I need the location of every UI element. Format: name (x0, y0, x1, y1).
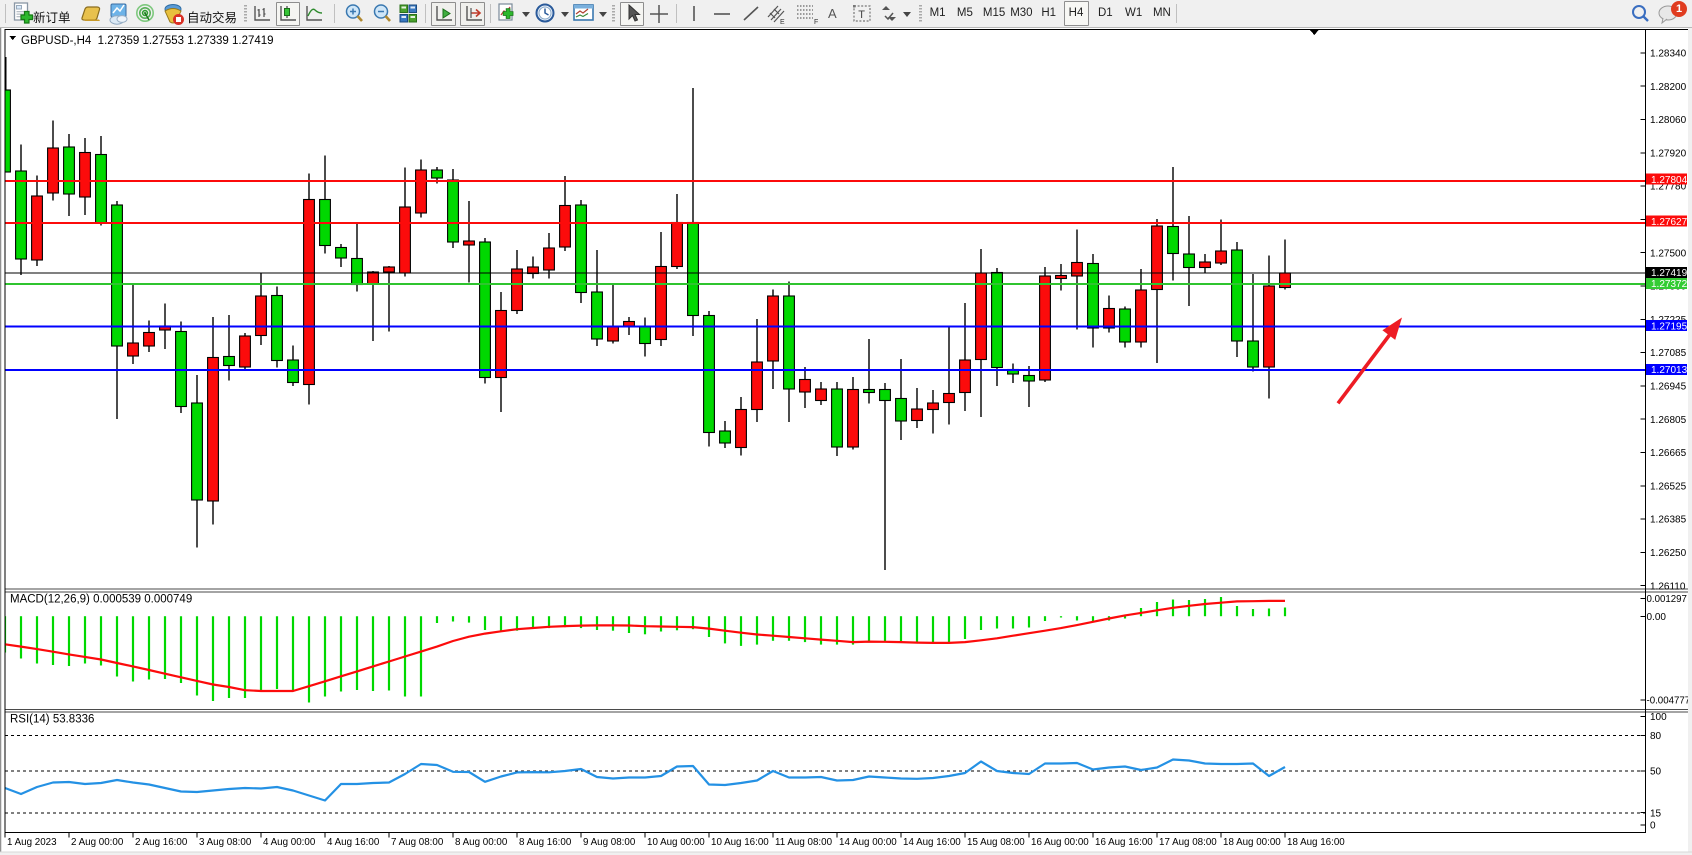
svg-text:T: T (858, 9, 865, 21)
svg-text:0.001297: 0.001297 (1647, 594, 1687, 605)
svg-text:1.27780: 1.27780 (1650, 182, 1687, 193)
svg-text:18 Aug 16:00: 18 Aug 16:00 (1287, 837, 1345, 848)
svg-text:100: 100 (1650, 712, 1667, 723)
svg-text:0.00: 0.00 (1647, 612, 1667, 623)
svg-text:11 Aug 08:00: 11 Aug 08:00 (775, 837, 833, 848)
svg-text:1.27920: 1.27920 (1650, 148, 1687, 159)
svg-text:0: 0 (1650, 820, 1656, 831)
svg-text:80: 80 (1650, 731, 1662, 742)
svg-text:10 Aug 16:00: 10 Aug 16:00 (711, 837, 769, 848)
svg-text:4 Aug 16:00: 4 Aug 16:00 (327, 837, 380, 848)
svg-text:1.27195: 1.27195 (1651, 321, 1688, 332)
svg-text:1.27013: 1.27013 (1651, 365, 1688, 376)
svg-text:E: E (780, 19, 785, 25)
svg-text:MACD(12,26,9) 0.000539 0.00074: MACD(12,26,9) 0.000539 0.000749 (10, 594, 192, 606)
svg-text:8 Aug 00:00: 8 Aug 00:00 (455, 837, 508, 848)
svg-text:1.26385: 1.26385 (1650, 515, 1687, 526)
svg-text:1.27804: 1.27804 (1651, 175, 1688, 186)
svg-text:1.27500: 1.27500 (1650, 248, 1687, 259)
svg-text:1.28200: 1.28200 (1650, 82, 1687, 93)
svg-text:1.26525: 1.26525 (1650, 481, 1687, 492)
svg-text:8 Aug 16:00: 8 Aug 16:00 (519, 837, 572, 848)
svg-text:1.28340: 1.28340 (1650, 49, 1687, 60)
svg-text:4 Aug 00:00: 4 Aug 00:00 (263, 837, 316, 848)
svg-text:1.26805: 1.26805 (1650, 415, 1687, 426)
svg-text:1.28060: 1.28060 (1650, 115, 1687, 126)
svg-text:10 Aug 00:00: 10 Aug 00:00 (647, 837, 705, 848)
svg-text:16 Aug 16:00: 16 Aug 16:00 (1095, 837, 1153, 848)
svg-text:18 Aug 00:00: 18 Aug 00:00 (1223, 837, 1281, 848)
svg-text:1.27419: 1.27419 (1651, 268, 1688, 279)
svg-text:14 Aug 00:00: 14 Aug 00:00 (839, 837, 897, 848)
svg-text:7 Aug 08:00: 7 Aug 08:00 (391, 837, 444, 848)
svg-text:50: 50 (1650, 767, 1662, 778)
svg-text:1.27085: 1.27085 (1650, 348, 1687, 359)
svg-text:RSI(14) 53.8336: RSI(14) 53.8336 (10, 714, 94, 726)
svg-text:1.26110: 1.26110 (1650, 581, 1686, 592)
svg-text:1.27627: 1.27627 (1651, 217, 1688, 228)
svg-text:1 Aug 2023: 1 Aug 2023 (7, 837, 57, 848)
svg-text:-0.004777: -0.004777 (1647, 696, 1691, 707)
svg-text:15: 15 (1650, 808, 1662, 819)
svg-text:15 Aug 08:00: 15 Aug 08:00 (967, 837, 1025, 848)
svg-text:F: F (814, 19, 818, 25)
svg-text:1.26250: 1.26250 (1650, 548, 1687, 559)
svg-text:1.26665: 1.26665 (1650, 448, 1687, 459)
svg-text:17 Aug 08:00: 17 Aug 08:00 (1159, 837, 1217, 848)
svg-text:16 Aug 00:00: 16 Aug 00:00 (1031, 837, 1089, 848)
svg-text:1.27372: 1.27372 (1651, 279, 1688, 290)
svg-text:9 Aug 08:00: 9 Aug 08:00 (583, 837, 636, 848)
svg-text:3 Aug 08:00: 3 Aug 08:00 (199, 837, 252, 848)
svg-text:GBPUSD-,H4 1.27359 1.27553 1.: GBPUSD-,H4 1.27359 1.27553 1.27339 1.274… (21, 35, 274, 47)
svg-text:14 Aug 16:00: 14 Aug 16:00 (903, 837, 961, 848)
svg-text:1.26945: 1.26945 (1650, 382, 1687, 393)
svg-text:2 Aug 00:00: 2 Aug 00:00 (71, 837, 124, 848)
svg-text:2 Aug 16:00: 2 Aug 16:00 (135, 837, 188, 848)
